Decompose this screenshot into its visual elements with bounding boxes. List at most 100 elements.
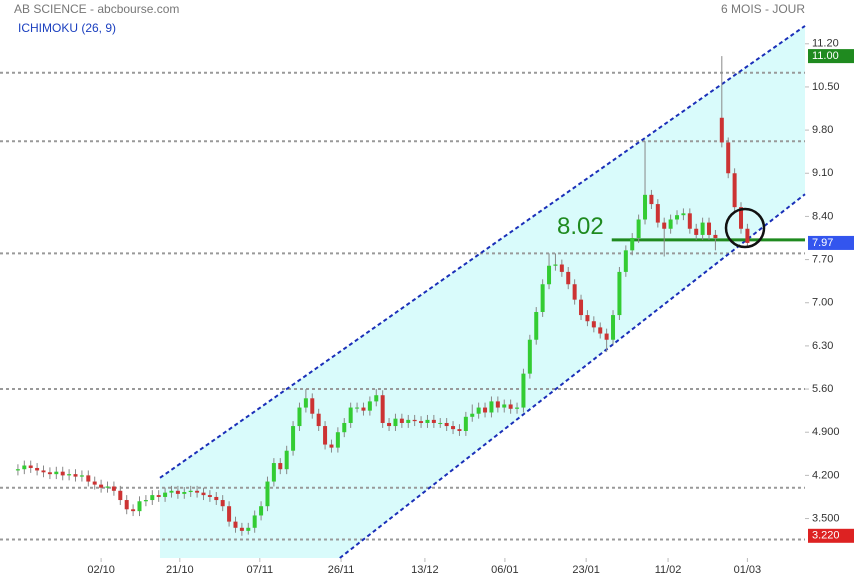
- candle-body: [559, 264, 564, 272]
- candle-body: [137, 501, 142, 512]
- price-tag: [808, 235, 854, 250]
- candle-body: [444, 422, 449, 427]
- x-tick-label: 26/11: [328, 564, 355, 576]
- candle-body: [143, 500, 148, 502]
- y-tick-label: 8.40: [812, 210, 833, 222]
- channel-fill: [159, 25, 806, 559]
- candle-body: [463, 416, 468, 431]
- candle-body: [675, 215, 680, 220]
- candle-body: [495, 401, 500, 408]
- candle-body: [489, 401, 494, 413]
- candle-body: [425, 419, 430, 423]
- candle-body: [412, 419, 417, 422]
- candle-body: [41, 470, 46, 473]
- candle-body: [387, 422, 392, 427]
- candle-body: [361, 407, 366, 411]
- candle-body: [124, 500, 129, 510]
- candle-body: [111, 486, 116, 491]
- price-tag-label: 11.00: [812, 50, 839, 62]
- candle-body: [22, 465, 27, 470]
- candle-body: [393, 418, 398, 427]
- candle-body: [105, 486, 110, 488]
- candle-body: [611, 315, 616, 340]
- x-tick-label: 11/02: [655, 564, 682, 576]
- candle-body: [643, 194, 648, 220]
- price-tag: [808, 49, 854, 64]
- candle-body: [310, 398, 315, 414]
- candle-body: [348, 407, 353, 423]
- candle-body: [681, 213, 686, 216]
- candle-body: [431, 419, 436, 423]
- candle-body: [28, 465, 33, 468]
- candle-body: [195, 490, 200, 493]
- y-tick-label: 7.00: [812, 297, 833, 309]
- candle-body: [579, 299, 584, 316]
- y-tick-label: 9.80: [812, 124, 833, 136]
- candle-body: [521, 373, 526, 408]
- candle-body: [623, 250, 628, 272]
- candle-body: [719, 117, 724, 143]
- candle-body: [649, 194, 654, 205]
- candle-body: [246, 527, 251, 531]
- candle-body: [355, 407, 360, 409]
- channel-line: [159, 25, 806, 479]
- candle-body: [527, 339, 532, 374]
- candle-body: [227, 506, 232, 522]
- candle-body: [540, 284, 545, 312]
- candle-body: [73, 474, 78, 477]
- candle-body: [515, 407, 520, 409]
- candle-body: [585, 315, 590, 322]
- candle-body: [131, 509, 136, 512]
- candle-body: [233, 521, 238, 528]
- x-tick-label: 23/01: [572, 564, 600, 576]
- candle-body: [655, 204, 660, 223]
- candle-body: [553, 264, 558, 266]
- background-layer: [0, 25, 806, 559]
- candle-body: [329, 444, 334, 448]
- candle-body: [707, 222, 712, 235]
- candle-body: [604, 333, 609, 340]
- candle-body: [15, 469, 20, 471]
- candle-body: [316, 413, 321, 427]
- candle-body: [323, 426, 328, 445]
- candle-body: [713, 234, 718, 238]
- y-tick-label: 11.20: [812, 38, 839, 50]
- candle-body: [617, 271, 622, 316]
- x-tick-label: 13/12: [411, 564, 439, 576]
- candle-body: [342, 422, 347, 433]
- candle-body: [297, 407, 302, 427]
- y-tick-label: 4.900: [812, 426, 840, 438]
- channel-line: [339, 193, 806, 559]
- indicator-label: ICHIMOKU (26, 9): [18, 21, 116, 35]
- candle-body: [419, 421, 424, 423]
- candle-body: [451, 426, 456, 430]
- candle-body: [265, 481, 270, 507]
- period-label: 6 MOIS - JOUR: [721, 2, 805, 16]
- candle-body: [566, 271, 571, 285]
- candle-body: [438, 422, 443, 424]
- candle-body: [687, 213, 692, 229]
- candle-body: [188, 490, 193, 493]
- candle-body: [726, 142, 731, 174]
- candle-body: [470, 413, 475, 417]
- candle-body: [201, 492, 206, 496]
- candle-body: [214, 496, 219, 501]
- support-label: 8.02: [557, 213, 604, 240]
- candle-body: [476, 407, 481, 414]
- candle-body: [367, 401, 372, 411]
- x-tick-label: 07/11: [246, 564, 273, 576]
- candle-body: [67, 474, 72, 476]
- chart-title: AB SCIENCE - abcbourse.com: [14, 2, 179, 16]
- candle-body: [303, 398, 308, 408]
- candle-body: [662, 222, 667, 229]
- candle-body: [572, 284, 577, 300]
- price-tag: [808, 528, 854, 543]
- candle-body: [156, 495, 161, 497]
- candle-body: [47, 472, 52, 475]
- candle-body: [380, 395, 385, 423]
- candle-body: [54, 471, 59, 475]
- candle-body: [739, 207, 744, 229]
- candle-body: [163, 492, 168, 497]
- y-tick-label: 10.50: [812, 81, 840, 93]
- x-tick-label: 21/10: [166, 564, 194, 576]
